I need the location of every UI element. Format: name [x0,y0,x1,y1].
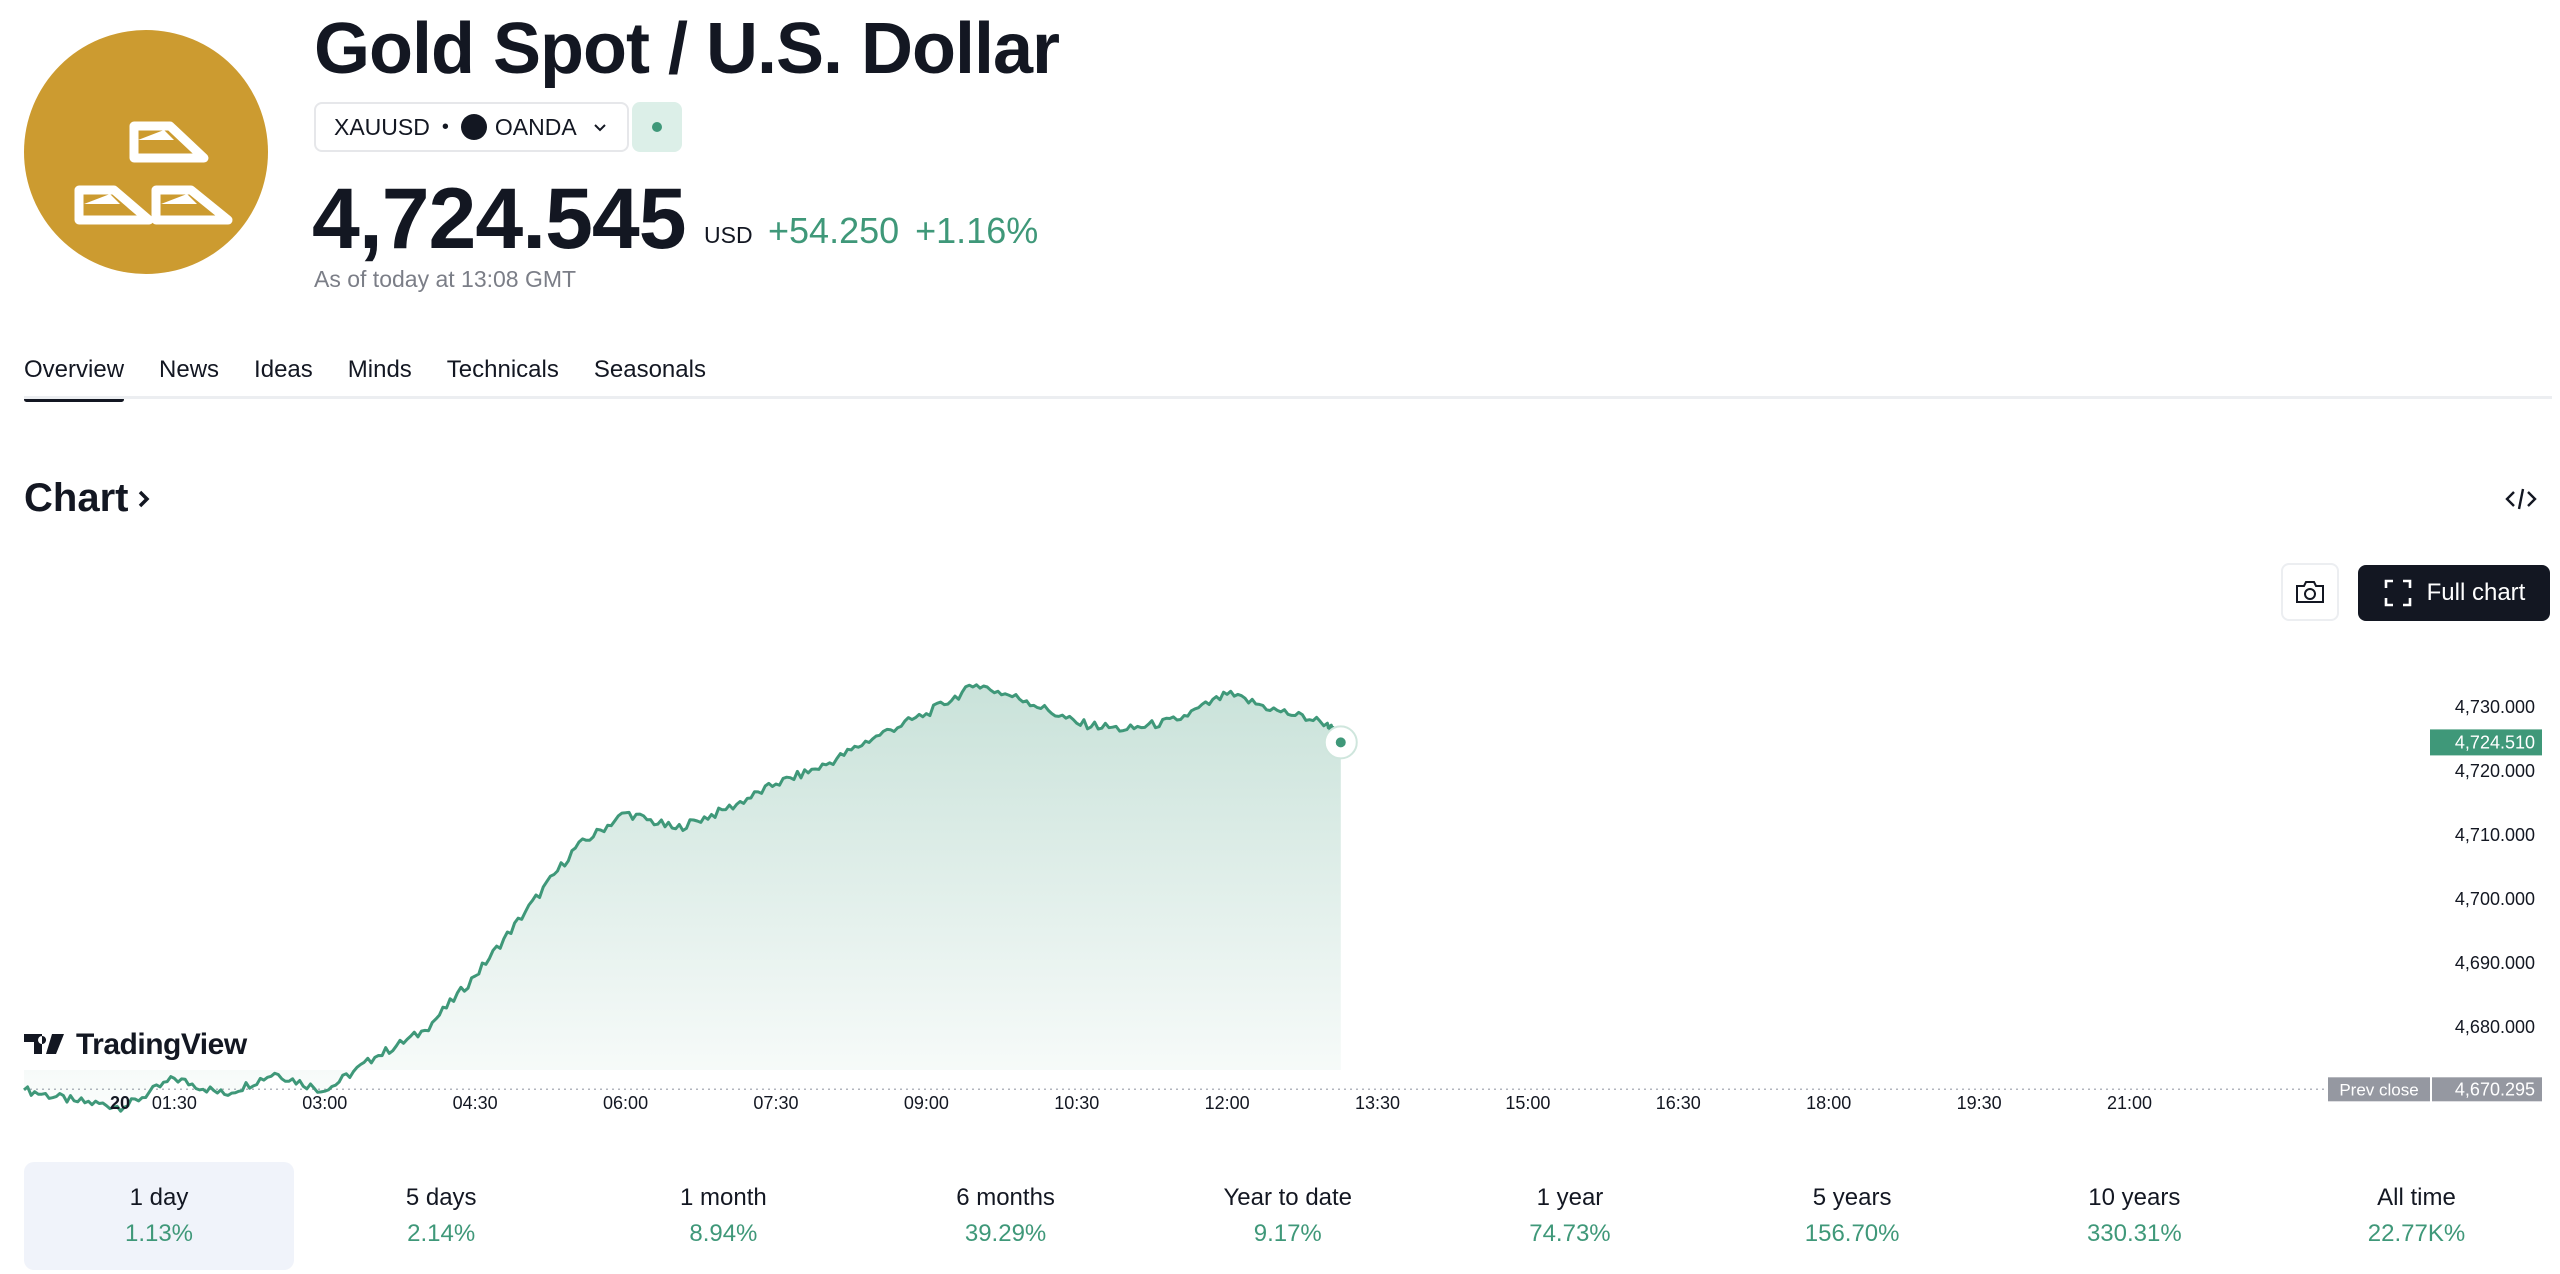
range-label: 10 years [2088,1184,2181,1211]
range-10-years[interactable]: 10 years 330.31% [1999,1162,2269,1270]
full-chart-button[interactable]: Full chart [2358,565,2550,621]
range-1-day[interactable]: 1 day 1.13% [24,1162,294,1270]
y-axis-tick-label: 4,690.000 [2455,953,2535,973]
symbol-separator: • [441,115,449,138]
last-value-badge [2430,729,2542,756]
x-axis-tick-label: 09:00 [904,1093,949,1113]
prev-close-badge [2328,1077,2430,1102]
y-axis-tick-label: 4,700.000 [2455,889,2535,909]
chevron-right-icon [139,490,150,507]
range-change: 9.17% [1253,1220,1322,1247]
tradingview-logo-icon [24,1034,64,1054]
x-axis-tick-label: 12:00 [1205,1093,1250,1113]
camera-icon [2296,581,2324,603]
range-label: 5 years [1812,1184,1892,1211]
x-axis-tick-label: 04:30 [453,1093,498,1113]
range-label: Year to date [1223,1184,1353,1211]
tabs-divider [24,396,2552,399]
prev-close-value-badge [2432,1077,2542,1102]
tab-ideas[interactable]: Ideas [254,356,313,383]
x-axis-tick-label: 07:30 [753,1093,798,1113]
x-axis-tick-label: 21:00 [2107,1093,2152,1113]
symbol-selector[interactable]: XAUUSD • OANDA [314,102,629,152]
range-all-time[interactable]: All time 22.77K% [2282,1162,2552,1270]
range-1-month[interactable]: 1 month 8.94% [588,1162,858,1270]
tradingview-wordmark: TradingView [76,1028,248,1061]
chart-heading-label: Chart [24,476,129,520]
range-change: 156.70% [1804,1220,1900,1247]
range-label: 1 month [680,1184,767,1211]
range-5-days[interactable]: 5 days 2.14% [306,1162,576,1270]
page-title: Gold Spot / U.S. Dollar [314,9,1060,89]
price-area-fill [24,684,1341,1112]
range-label: 6 months [956,1184,1055,1211]
x-axis-tick-label: 10:30 [1054,1093,1099,1113]
range-5-years[interactable]: 5 years 156.70% [1717,1162,1987,1270]
x-axis-tick-label: 03:00 [302,1093,347,1113]
last-value-label: 4,724.510 [2455,732,2535,752]
price-change: +54.250 +1.16% [768,210,1054,252]
x-axis-tick-label: 20 [110,1093,130,1113]
range-change: 8.94% [689,1220,758,1247]
range-label: 5 days [405,1184,477,1211]
range-label: All time [2377,1184,2456,1211]
last-price-dot [1335,737,1346,748]
tab-seasonals[interactable]: Seasonals [593,356,706,383]
price-change-percent: +1.16% [915,210,1039,251]
x-axis-tick-label: 13:30 [1355,1093,1400,1113]
price-currency: USD [704,222,753,248]
price-change-absolute: +54.250 [768,210,900,251]
range-change: 22.77K% [2367,1220,2466,1247]
y-axis-tick-label: 4,730.000 [2455,697,2535,717]
as-of-timestamp: As of today at 13:08 GMT [314,266,577,292]
expand-icon [2384,579,2411,607]
symbol-ticker: XAUUSD [334,113,430,140]
x-axis-tick-label: 16:30 [1656,1093,1701,1113]
range-change: 1.13% [124,1220,194,1247]
tab-overview[interactable]: Overview [24,356,125,402]
x-axis-tick-label: 01:30 [152,1093,197,1113]
full-chart-label: Full chart [2426,579,2526,606]
section-tabs: Overview News Ideas Minds Technicals Sea… [24,356,741,402]
y-axis-tick-label: 4,710.000 [2455,825,2535,845]
range-change: 330.31% [2086,1220,2182,1247]
x-axis-tick-label: 19:30 [1957,1093,2002,1113]
tab-news[interactable]: News [159,356,220,383]
x-axis-tick-label: 18:00 [1806,1093,1851,1113]
range-label: 1 day [129,1184,189,1211]
prev-close-label: Prev close [2339,1080,2418,1099]
range-change: 74.73% [1529,1220,1611,1247]
tab-minds[interactable]: Minds [347,356,412,383]
price-chart[interactable]: 4,730.000 4,720.000 4,710.000 4,700.000 4,69… [0,640,2560,1120]
range-year-to-date[interactable]: Year to date 9.17% [1153,1162,1423,1270]
chart-heading-link[interactable]: Chart [24,476,154,521]
code-embed-icon[interactable] [2505,485,2537,518]
exchange-logo-icon [460,114,487,140]
range-1-year[interactable]: 1 year 74.73% [1435,1162,1705,1270]
price-line [23,683,1342,1113]
tradingview-brand[interactable]: TradingView [24,1028,248,1061]
snapshot-button[interactable] [2281,563,2339,621]
range-6-months[interactable]: 6 months 39.29% [871,1162,1141,1270]
range-change: 39.29% [964,1220,1047,1247]
tab-technicals[interactable]: Technicals [446,356,559,383]
chevron-down-icon [591,118,609,136]
x-axis-tick-label: 06:00 [603,1093,648,1113]
range-selector: 1 day 1.13% 5 days 2.14% 1 month 8.94% 6… [24,1162,2552,1270]
y-axis-tick-label: 4,680.000 [2455,1017,2535,1037]
range-label: 1 year [1536,1184,1604,1211]
x-axis-tick-label: 15:00 [1505,1093,1550,1113]
current-price: 4,724.545 [312,171,687,267]
exchange-name: OANDA [494,113,577,140]
prev-close-value: 4,670.295 [2455,1079,2535,1099]
status-dot-icon [652,122,662,132]
gold-bars-icon [24,30,268,274]
y-axis-tick-label: 4,720.000 [2455,761,2535,781]
range-change: 2.14% [407,1220,476,1247]
market-status-indicator[interactable] [632,102,682,152]
